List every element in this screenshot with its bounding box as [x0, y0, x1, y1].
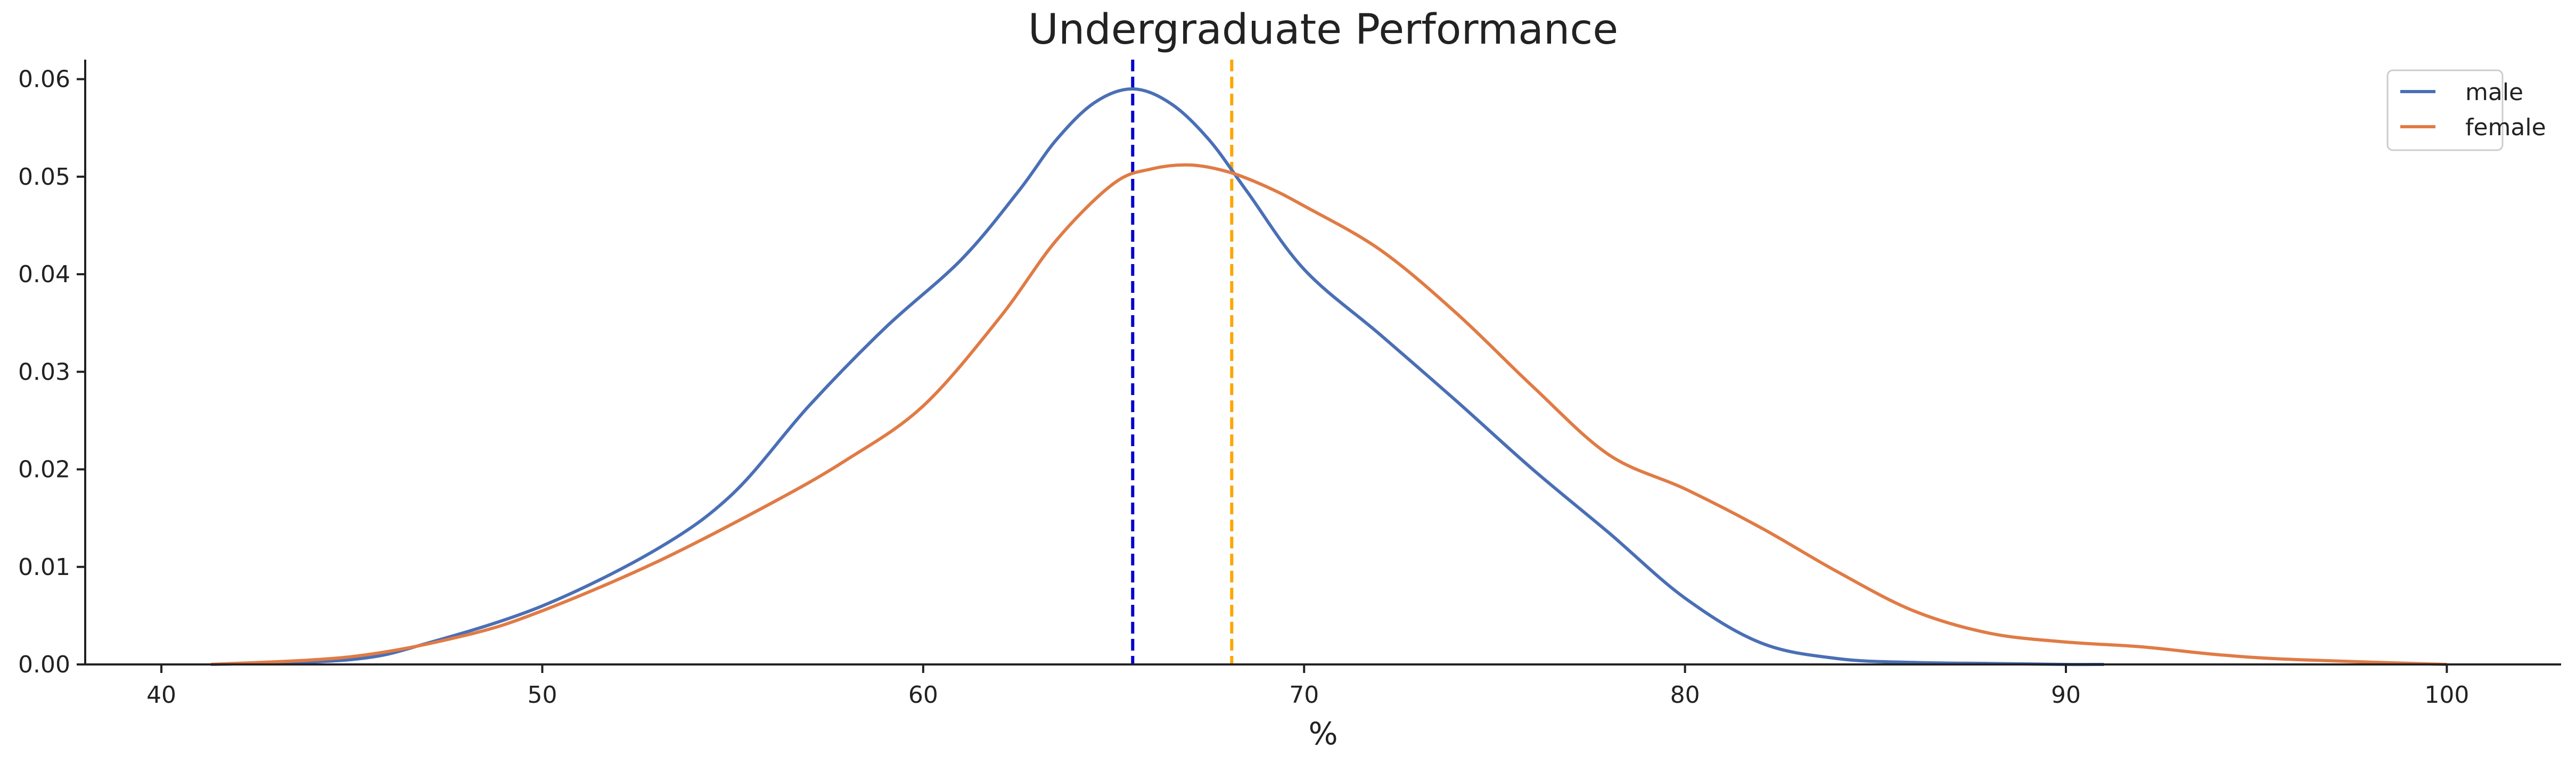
y-tick-label: 0.04	[18, 261, 70, 288]
legend: male female	[2386, 69, 2546, 151]
y-tick-label: 0.00	[18, 651, 70, 678]
density-curve-female	[210, 163, 2447, 666]
y-tick-label: 0.06	[18, 66, 70, 93]
x-axis-label: %	[1308, 716, 1338, 752]
density-curves	[210, 87, 2447, 667]
x-tick-label: 60	[908, 681, 938, 709]
chart-title: Undergraduate Performance	[1028, 6, 1619, 54]
x-axis-ticks: 40 50 60 70 80 90 100	[146, 664, 2469, 709]
legend-label-male: male	[2465, 79, 2523, 106]
x-tick-label: 40	[146, 681, 176, 709]
x-tick-label: 90	[2051, 681, 2081, 709]
x-tick-label: 70	[1289, 681, 1319, 709]
y-axis-ticks: 0.00 0.01 0.02 0.03 0.04 0.05 0.06	[18, 66, 85, 678]
y-tick-label: 0.03	[18, 358, 70, 385]
y-tick-label: 0.05	[18, 163, 70, 191]
density-curve-male	[210, 87, 2104, 667]
x-tick-label: 50	[527, 681, 557, 709]
y-tick-label: 0.02	[18, 456, 70, 483]
x-tick-label: 100	[2424, 681, 2469, 709]
axes	[84, 60, 2561, 666]
x-tick-label: 80	[1670, 681, 1700, 709]
legend-label-female: female	[2465, 114, 2546, 141]
mean-lines	[1131, 60, 1234, 664]
y-tick-label: 0.01	[18, 554, 70, 581]
